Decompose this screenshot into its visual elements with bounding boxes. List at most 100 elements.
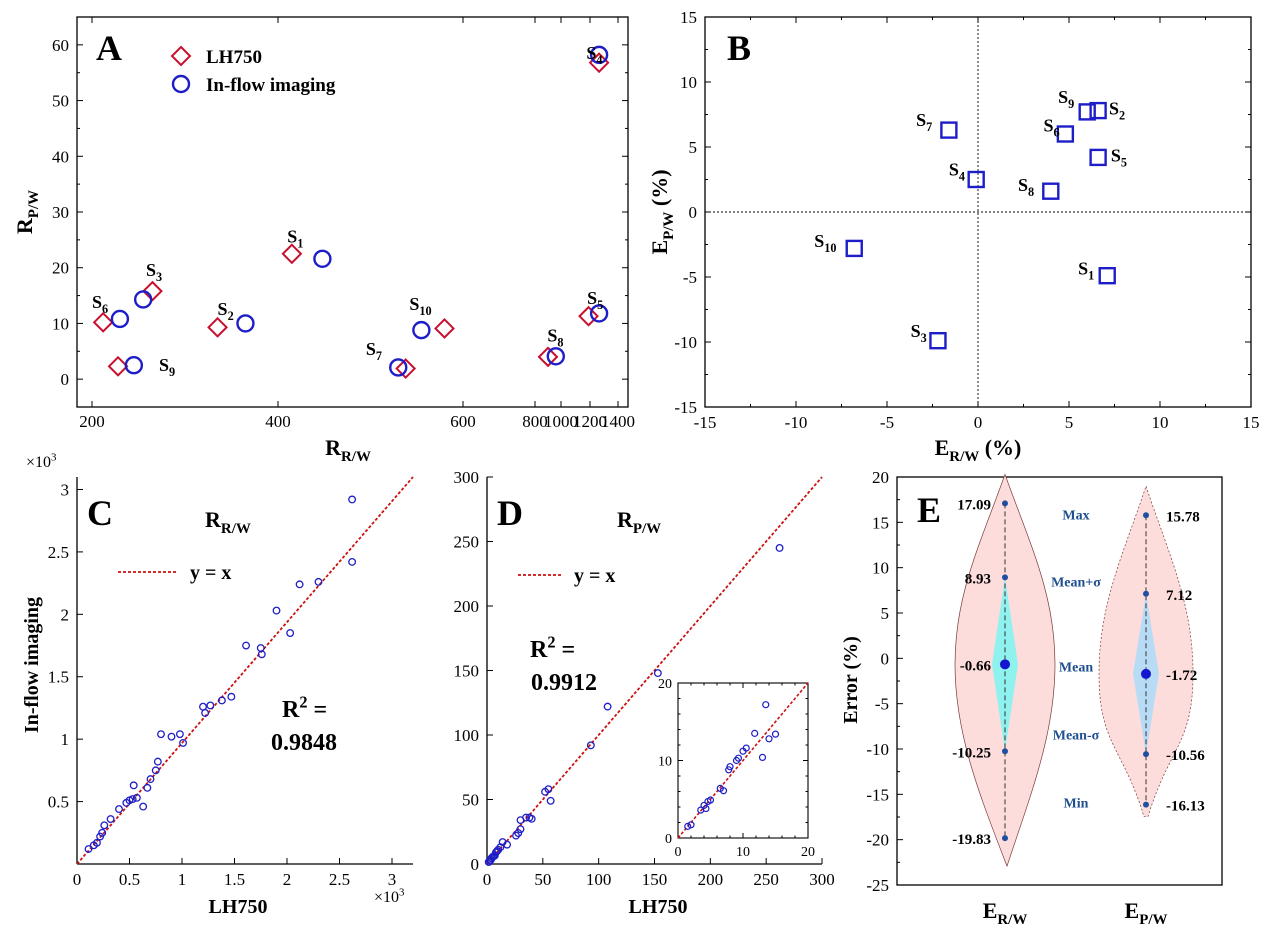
stat-name-label: Mean-σ	[1053, 729, 1100, 744]
sample-label: S4	[949, 160, 965, 184]
inset-data-point	[687, 821, 695, 829]
data-point-inflow	[133, 290, 153, 309]
label-main: S	[1044, 115, 1054, 135]
sample-label: S6	[92, 292, 108, 316]
y-tick-label: -15	[674, 398, 697, 417]
y-axis-title: In-flow imaging	[21, 597, 43, 733]
label-subscript: 4	[596, 53, 602, 67]
inset-data-point	[734, 754, 743, 762]
x-tick-label: -5	[880, 413, 894, 432]
y-tick-label: 30	[52, 203, 69, 222]
y-tick-label: 20	[52, 259, 69, 278]
stat-point	[1143, 801, 1149, 808]
x-tick-label: 250	[753, 870, 779, 889]
label-main: S	[916, 110, 926, 130]
panel-title: RR/W	[205, 507, 251, 537]
data-point-lh750	[142, 280, 163, 302]
x-tick-label: 2	[283, 870, 292, 889]
label-superscript: 2	[547, 632, 555, 651]
x-tick-label: 200	[79, 412, 105, 431]
stat-point	[1002, 574, 1008, 581]
legend-label: y = x	[190, 562, 231, 584]
data-point	[546, 796, 555, 805]
x-category-label: EP/W	[1125, 898, 1168, 928]
data-point	[139, 802, 148, 811]
label-main: ×10	[26, 454, 51, 471]
data-point	[516, 825, 525, 834]
stat-value-label: -0.66	[960, 658, 992, 674]
data-point	[143, 783, 152, 792]
label-main: S	[587, 288, 597, 308]
panel-letter: B	[727, 28, 751, 68]
y-tick-label: 10	[680, 73, 697, 92]
x-axis-title: RR/W	[325, 435, 371, 465]
x-tick-label: 100	[586, 870, 612, 889]
sample-label: S7	[366, 339, 382, 363]
label-subscript: R/W	[341, 449, 371, 465]
stat-name-label: Max	[1062, 508, 1089, 523]
y-tick-label: 5	[689, 138, 698, 157]
label-main: R	[282, 697, 300, 723]
y-axis-title: EP/W (%)	[647, 169, 677, 254]
y-axis-title: RP/W	[12, 190, 42, 234]
y-tick-label: 0.5	[48, 793, 69, 812]
mean-point	[1000, 659, 1010, 670]
inset-data-point	[771, 730, 780, 738]
label-main: R	[617, 507, 634, 532]
inset-data-point	[702, 804, 710, 813]
data-point	[153, 757, 162, 766]
label-main: S	[586, 43, 596, 63]
label-subscript: 6	[1054, 125, 1060, 139]
panel-letter: D	[497, 493, 523, 533]
label-subscript: 3	[156, 270, 162, 284]
stat-value-label: 8.93	[965, 571, 991, 587]
data-point-lh750	[107, 355, 129, 377]
data-point	[775, 544, 784, 552]
data-point	[527, 814, 536, 823]
label-subscript: P/W	[26, 190, 42, 218]
stat-value-label: -10.25	[952, 745, 991, 761]
label-main: S	[92, 292, 102, 312]
sample-label: S3	[911, 321, 927, 345]
data-point-inflow	[389, 358, 408, 377]
inset-y-tick-label: 20	[658, 677, 672, 692]
data-point-lh750	[92, 311, 114, 333]
y-tick-label: 10	[52, 314, 69, 333]
x-tick-label: 3	[388, 870, 397, 889]
data-point-lh750	[434, 318, 455, 339]
data-point-lh750	[578, 305, 599, 327]
x-tick-label: -10	[785, 413, 808, 432]
inset-y-tick-label: 10	[658, 755, 672, 770]
data-point-inflow	[412, 320, 431, 340]
x-tick-label: 600	[450, 412, 476, 431]
r-squared-value: 0.9912	[531, 670, 597, 696]
x-tick-label: 400	[265, 412, 291, 431]
data-point	[1056, 125, 1075, 143]
panel-a: 200 400 600 8001000120014000102030405060RR/…	[12, 16, 635, 465]
label-subscript: 2	[1119, 109, 1125, 123]
stat-value-label: -1.72	[1166, 668, 1197, 684]
data-point-inflow	[546, 347, 565, 366]
inset-x-tick-label: 0	[675, 845, 682, 860]
r-squared-label: R2 =	[530, 632, 575, 663]
y-axis-title: Error (%)	[840, 636, 862, 724]
x-axis-title: ER/W (%)	[935, 435, 1022, 465]
y-tick-label: 3	[61, 480, 70, 499]
label-main: S	[911, 321, 921, 341]
data-point	[106, 815, 115, 824]
inset-identity-line	[677, 682, 809, 839]
x-tick-label: 5	[1065, 413, 1074, 432]
data-point-lh750	[537, 346, 559, 368]
data-point	[146, 775, 155, 784]
x-tick-label: 15	[1243, 413, 1260, 432]
data-point	[845, 239, 863, 258]
sample-label: S2	[1109, 99, 1125, 123]
label-tail: (%)	[979, 435, 1021, 460]
legend-marker-lh750	[170, 45, 192, 67]
x-tick-label: 150	[642, 870, 668, 889]
y-tick-label: -20	[866, 831, 889, 850]
y-tick-label: 40	[52, 147, 69, 166]
x-tick-label: 1000	[544, 412, 578, 431]
label-subscript: 2	[228, 309, 234, 323]
label-subscript: 8	[557, 335, 563, 349]
